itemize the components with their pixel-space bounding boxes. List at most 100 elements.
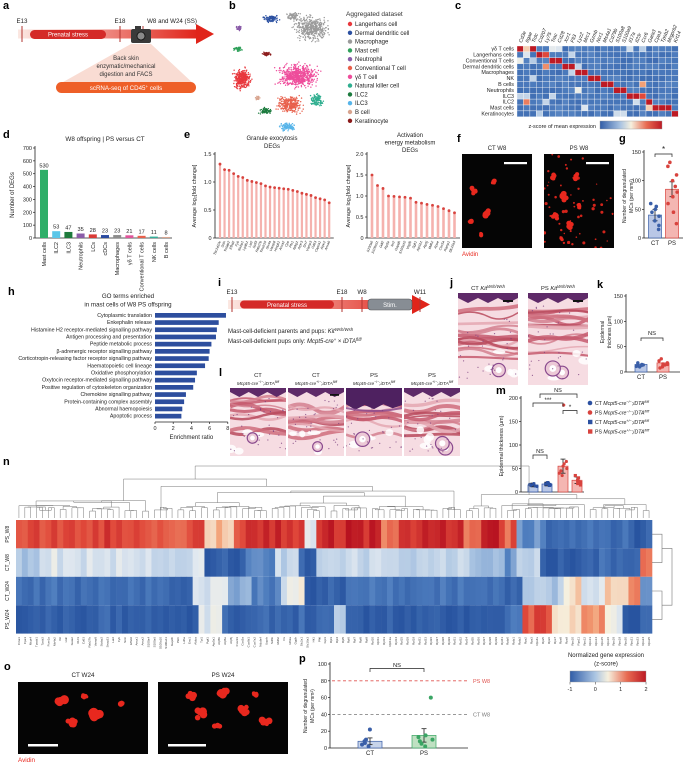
- row-label: CT_W24: [5, 581, 11, 601]
- go-term: Chemokine signalling pathway: [80, 392, 152, 398]
- celltype-label: NK: [507, 76, 515, 82]
- umap-legend-item: Macrophage: [355, 40, 389, 46]
- celltype-label: Langerhans cells: [473, 53, 514, 59]
- funnel-text: enzymatic/mechanical: [96, 64, 155, 70]
- gene-label: S100a11: [164, 637, 168, 649]
- gene-tick: Sytl3: [252, 240, 259, 249]
- y-tick: 300: [23, 197, 32, 203]
- image-condition: PS: [370, 373, 378, 379]
- gene-label: Trac: [550, 32, 559, 44]
- celltype-label: ILC2: [503, 100, 514, 106]
- gene-label: Rps24: [641, 637, 645, 646]
- y-axis-label: MCs (per mm²): [629, 179, 635, 213]
- gene-label: Rps13: [588, 637, 592, 646]
- colorbar-title: (z-score): [594, 662, 618, 668]
- gene-label: Atp5b: [217, 637, 221, 645]
- image-genotype: Mcpt5-cre−/−;iDTAfl/fl: [237, 380, 280, 387]
- prenatal-stress-pill: Prenatal stress: [267, 303, 307, 309]
- gene-label: Rpl18: [406, 637, 410, 645]
- gene-label: Ndufa4: [258, 637, 262, 647]
- celltype-label: B cells: [498, 82, 514, 88]
- chart-title: Activation: [397, 133, 423, 139]
- y-tick: 0: [360, 236, 363, 242]
- chart-title: DEGs: [264, 144, 280, 150]
- gene-label: Rps2: [523, 637, 527, 644]
- celltype-label: Dermal dendritic cells: [462, 64, 514, 70]
- x-tick: 2: [172, 426, 175, 432]
- go-term: Corticotropin-releasing factor receptor …: [18, 356, 152, 362]
- gene-label: Rab27b: [88, 637, 92, 648]
- gene-label: Rpl28: [441, 637, 445, 645]
- gene-label: Rpl41: [500, 637, 504, 645]
- panel-letter-n: n: [3, 456, 10, 468]
- histology-image: [288, 388, 344, 456]
- gene-label: Rps23: [635, 637, 639, 646]
- image-title: PS W24: [211, 672, 235, 679]
- scrnaseq-pill: scRNA-seq of CD45+ cells: [90, 84, 162, 92]
- umap-legend-item: Mast cell: [355, 48, 379, 54]
- chart-title: Granule exocytosis: [246, 136, 297, 142]
- panel-d: W8 offspring | PS versus CT Number of DEG…: [10, 136, 172, 291]
- significance: *: [569, 404, 572, 411]
- y-axis-label: Epidermal thickness (μm): [499, 415, 505, 476]
- gene-label: Cox6b1: [247, 637, 251, 648]
- histology-image: [230, 388, 286, 456]
- gene-label: Ccr6: [641, 32, 651, 44]
- gene-label: Cd79b: [608, 28, 619, 44]
- gene-label: Tpi1: [200, 637, 204, 643]
- colorbar-tick: 0: [594, 687, 597, 693]
- y-tick: 2.0: [356, 152, 364, 158]
- gene-label: Fyb: [117, 637, 121, 642]
- gene-tick: Stx7: [302, 240, 308, 248]
- gene-label: Scin: [123, 637, 127, 643]
- x-group-label: PS: [668, 241, 676, 247]
- gene-label: Rps16: [606, 637, 610, 646]
- y-tick: 100: [318, 662, 327, 668]
- gene-tick: Vegfb: [405, 240, 412, 250]
- gene-label: Kit: [58, 637, 62, 641]
- gene-label: Rps4x: [535, 637, 539, 646]
- image-title: PS KitWsh/Wsh: [541, 284, 576, 292]
- bar-category: γδ T cells: [127, 242, 133, 265]
- image-title: CT W8: [488, 146, 507, 152]
- bar-value: 530: [39, 163, 48, 169]
- umap-legend-item: Neutrophil: [355, 57, 382, 63]
- umap-legend-item: γδ T cell: [355, 75, 377, 81]
- panel-h: GO terms enriched in mast cells of W8 PS …: [18, 293, 229, 441]
- gene-tick: Stx4a: [265, 240, 272, 250]
- go-term: Peptide metabolic process: [90, 342, 152, 348]
- bar-value: 11: [151, 230, 157, 236]
- gene-tick: Ndrg1: [292, 240, 299, 250]
- panel-letter-b: b: [229, 0, 236, 12]
- bar-value: 47: [65, 225, 71, 231]
- gene-label: Rpl15: [400, 637, 404, 645]
- gene-tick: Vamp3: [305, 240, 313, 251]
- gene-label: Rps9: [565, 637, 569, 644]
- panel-letter-k: k: [597, 279, 604, 291]
- y-tick: 150: [632, 150, 641, 156]
- y-tick: 50: [617, 345, 623, 351]
- gene-label: Rps12: [582, 637, 586, 646]
- timepoint: W8: [357, 289, 367, 296]
- gene-label: S100a6: [152, 637, 156, 648]
- y-tick: 0: [620, 370, 623, 376]
- gene-label: Cd63: [82, 637, 86, 645]
- histology-image: [346, 388, 402, 456]
- camera-icon: [131, 26, 151, 43]
- gene-label: Rpl26: [429, 637, 433, 645]
- gene-label: Ly75: [544, 31, 554, 43]
- y-tick: 0: [208, 236, 211, 242]
- stain-label: Avidin: [18, 757, 36, 764]
- y-tick: 80: [321, 679, 327, 685]
- gene-label: Slc2a1: [300, 637, 304, 647]
- bar-category: cDCs: [103, 242, 109, 256]
- x-group-label: CT: [651, 241, 659, 247]
- bar-value: 23: [114, 229, 120, 235]
- y-tick: 50: [512, 467, 518, 473]
- gene-label: Rpl13: [382, 637, 386, 645]
- celltype-label: Mast cells: [490, 106, 514, 112]
- gene-label: Gapdh: [170, 637, 174, 646]
- go-term: Haematopoietic cell lineage: [87, 363, 152, 369]
- panel-letter-c: c: [455, 0, 462, 12]
- y-tick: 50: [635, 207, 641, 213]
